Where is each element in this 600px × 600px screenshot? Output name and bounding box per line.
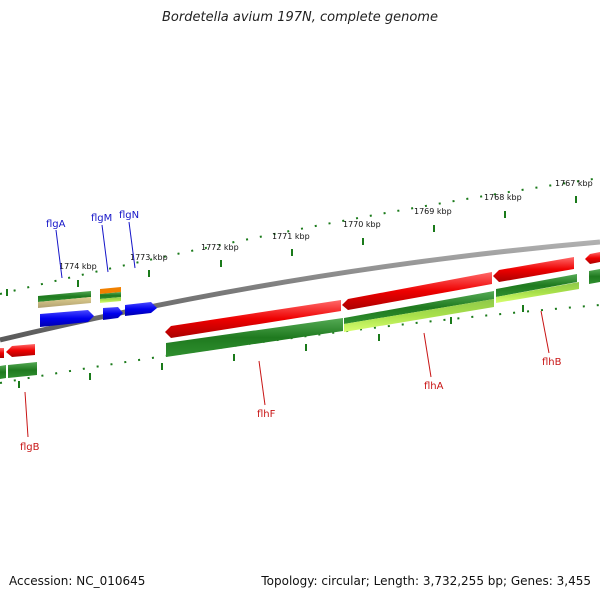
gene-flhB[interactable] <box>493 257 579 303</box>
gene-label-flgM[interactable]: flgM <box>91 213 112 224</box>
scale-label-1770: 1770 kbp <box>343 220 381 229</box>
gene-flhF[interactable] <box>165 300 343 357</box>
gene-label-flhF[interactable]: flhF <box>257 409 276 420</box>
gene-flgN[interactable] <box>125 302 157 316</box>
outer-major-ticks <box>6 196 577 296</box>
gene-flgB[interactable] <box>0 344 37 379</box>
gene-flgA[interactable] <box>38 291 94 327</box>
gene-label-flgB[interactable]: flgB <box>20 442 40 453</box>
scale-label-1769: 1769 kbp <box>414 207 452 216</box>
gene-flhA[interactable] <box>342 272 494 332</box>
genome-info-text: Topology: circular; Length: 3,732,255 bp… <box>261 574 591 588</box>
inner-tick-track <box>0 304 600 384</box>
gene-flgM[interactable] <box>100 287 123 320</box>
accession-text: Accession: NC_010645 <box>9 574 146 588</box>
gene-partial-right[interactable] <box>585 252 600 284</box>
scale-label-1774: 1774 kbp <box>59 262 97 271</box>
gene-label-flhB[interactable]: flhB <box>542 357 562 368</box>
map-title: Bordetella avium 197N, complete genome <box>162 10 438 25</box>
scale-label-1767: 1767 kbp <box>555 179 593 188</box>
red-leader-lines <box>24 310 550 438</box>
scale-label-1771: 1771 kbp <box>272 232 310 241</box>
scale-label-1773: 1773 kbp <box>130 253 168 262</box>
scale-label-1772: 1772 kbp <box>201 243 239 252</box>
gene-label-flgA[interactable]: flgA <box>46 219 66 230</box>
gene-label-flhA[interactable]: flhA <box>424 381 444 392</box>
inner-major-ticks <box>18 305 524 388</box>
blue-leader-lines <box>55 221 136 279</box>
scale-label-1768: 1768 kbp <box>484 193 522 202</box>
gene-label-flgN[interactable]: flgN <box>119 210 139 221</box>
